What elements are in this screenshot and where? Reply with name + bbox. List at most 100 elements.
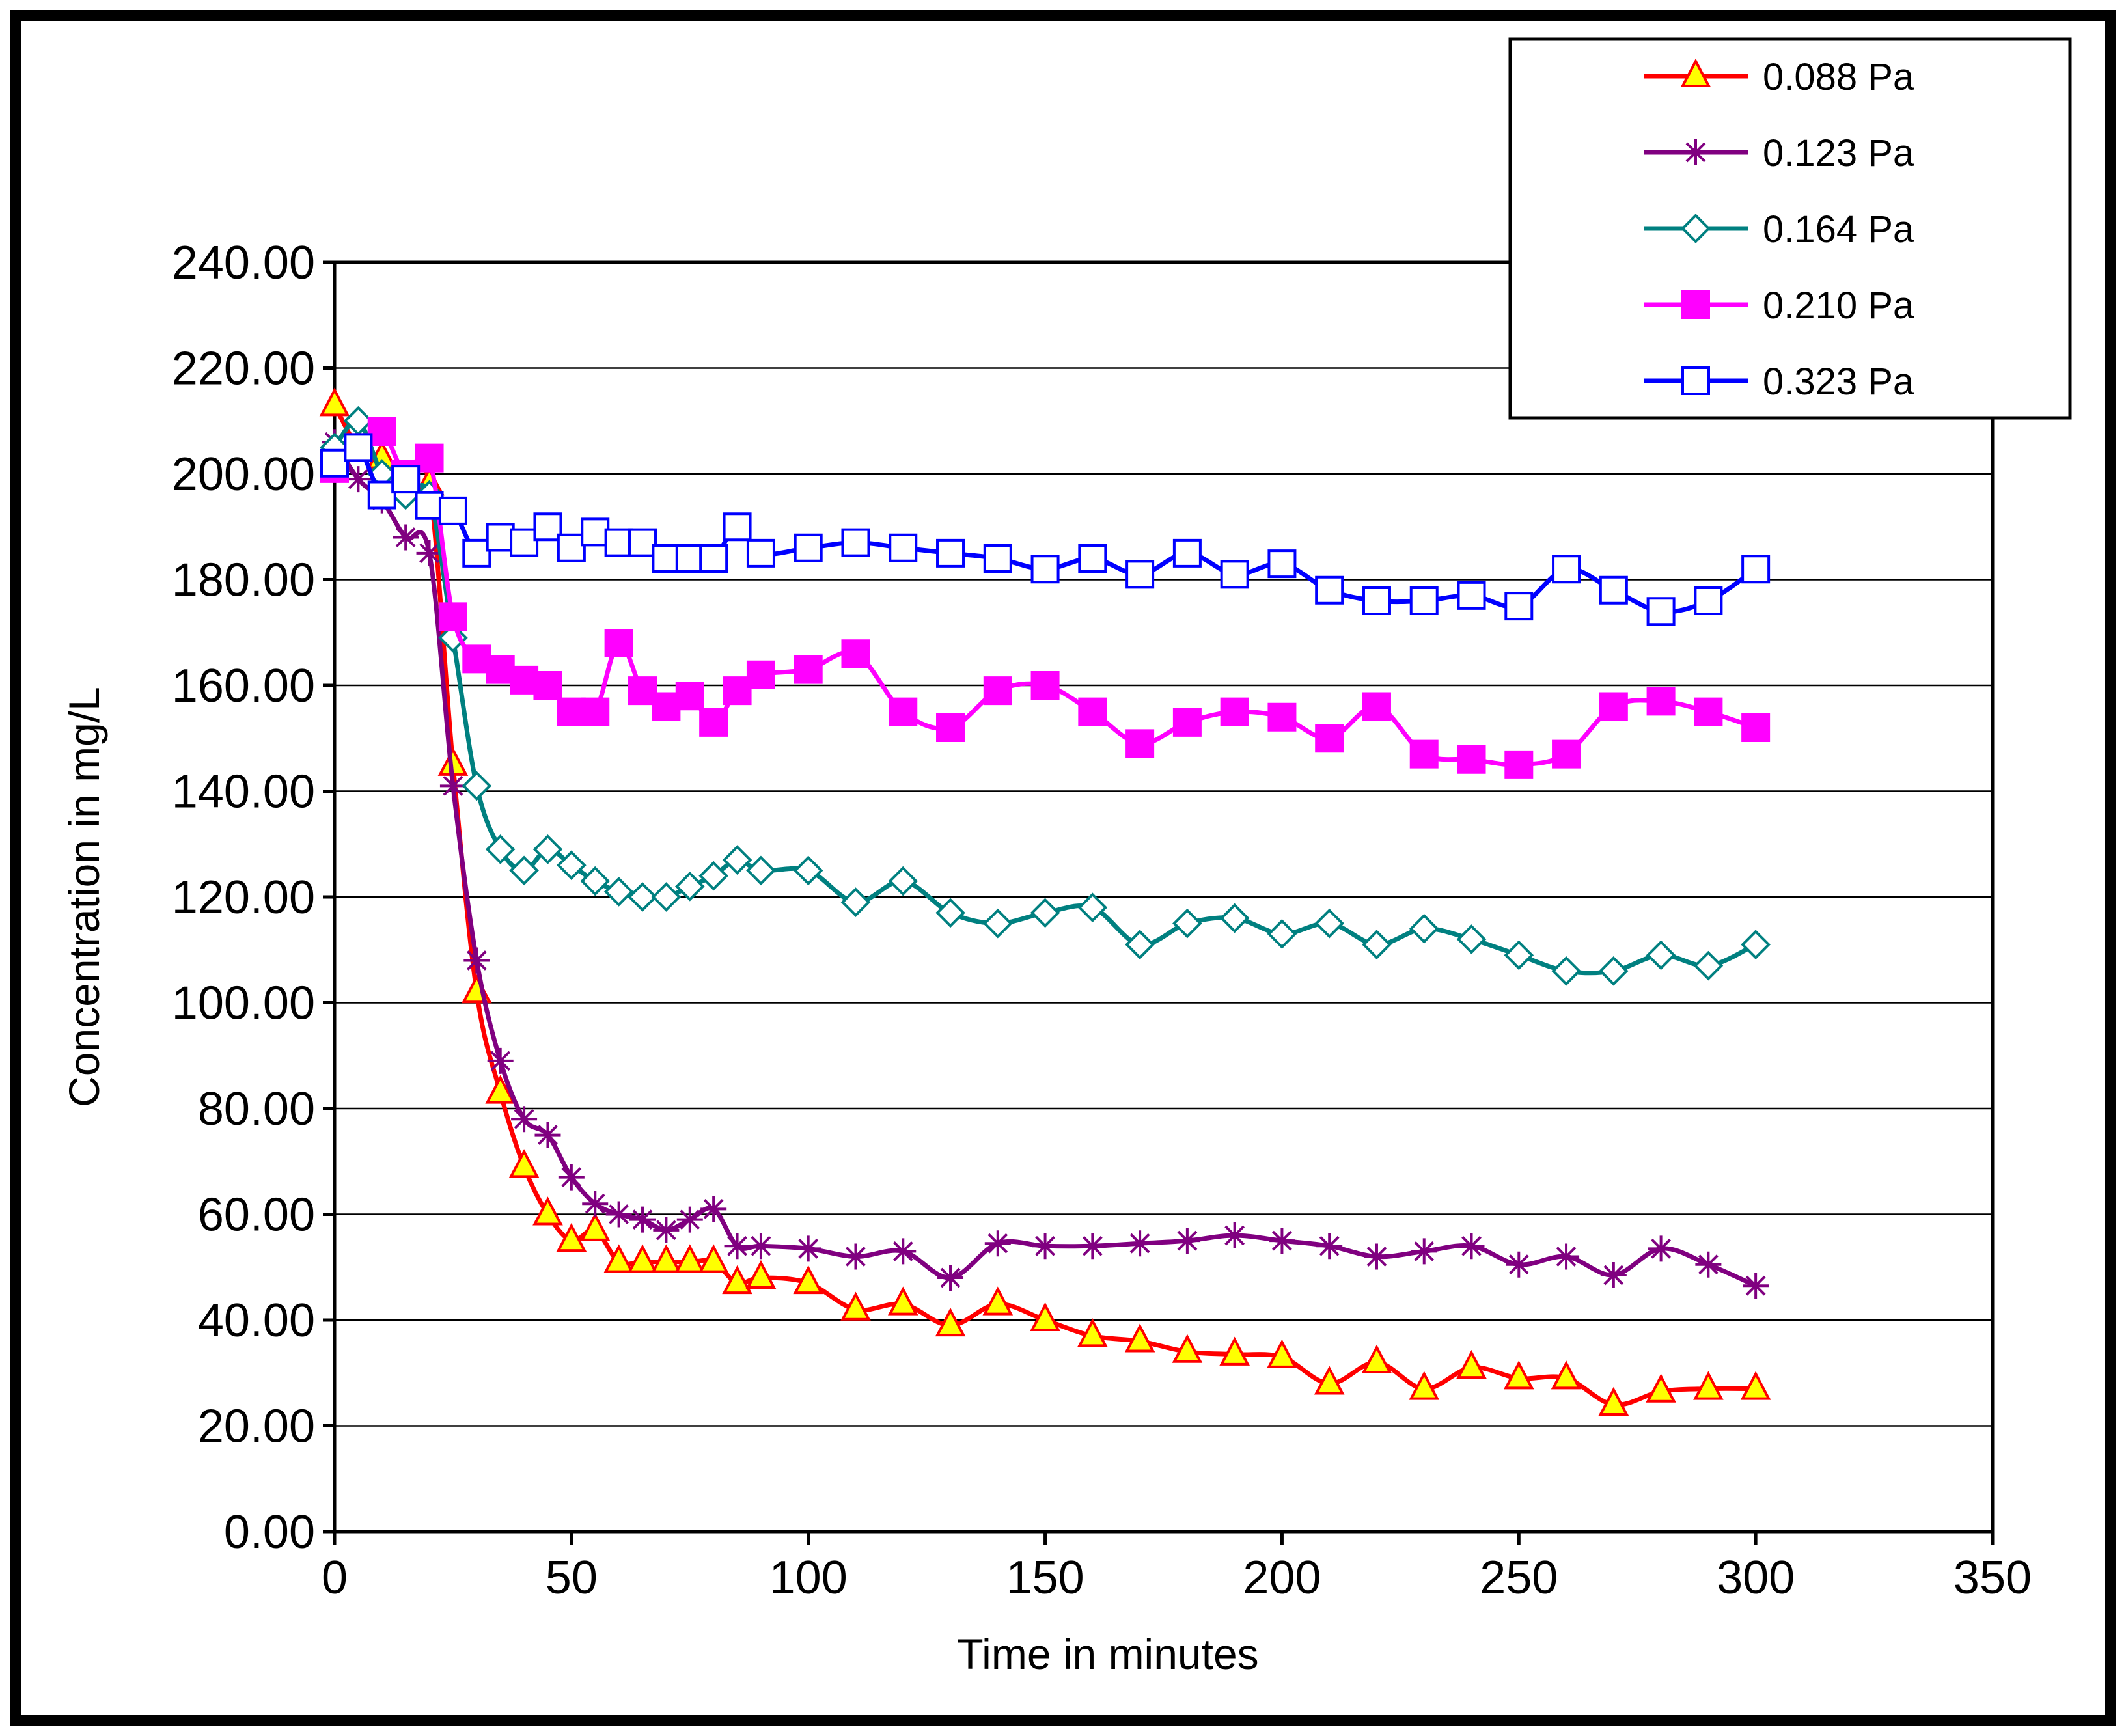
y-tick-label: 0.00 <box>224 1506 315 1558</box>
legend-box <box>1508 37 2072 420</box>
data-point-0-088-pa <box>1503 1360 1534 1390</box>
y-tick-label: 80.00 <box>198 1083 315 1135</box>
data-point-0-088-pa <box>1124 1323 1155 1353</box>
data-point-0-210-pa <box>1552 739 1581 769</box>
data-point-0-088-pa <box>1551 1360 1582 1390</box>
data-point-0-088-pa <box>840 1291 871 1321</box>
legend-item-0-323-pa: 0.323 Pa <box>1644 361 1914 403</box>
y-tick-label: 240.00 <box>172 237 315 289</box>
legend-marker-0-323-pa <box>1681 366 1710 395</box>
chart-outer-border <box>10 10 2116 1726</box>
data-point-0-088-pa <box>603 1244 634 1273</box>
y-tick-label: 100.00 <box>172 978 315 1030</box>
data-point-0-123-pa <box>1506 1251 1532 1278</box>
series-0-123-pa <box>322 429 1769 1299</box>
x-tick-label: 350 <box>1953 1552 2032 1604</box>
data-point-0-164-pa <box>532 834 563 864</box>
data-point-0-210-pa <box>746 660 775 689</box>
data-point-0-088-pa <box>674 1244 706 1273</box>
data-point-0-210-pa <box>1030 671 1060 700</box>
grid-lines <box>335 367 1993 1427</box>
data-point-0-210-pa <box>367 417 396 446</box>
data-point-0-164-pa <box>935 898 965 928</box>
data-point-0-323-pa <box>983 544 1012 573</box>
data-point-0-088-pa <box>1172 1334 1203 1363</box>
data-point-0-323-pa <box>438 496 467 525</box>
data-point-0-210-pa <box>1362 692 1391 721</box>
data-point-0-123-pa <box>463 947 490 974</box>
data-point-0-123-pa <box>393 524 419 551</box>
data-point-0-088-pa <box>1693 1371 1724 1400</box>
series-line-0-164-pa <box>333 418 1757 976</box>
data-point-0-323-pa <box>533 512 562 542</box>
data-point-0-088-pa <box>793 1265 824 1295</box>
legend-label-0-123-pa: 0.123 Pa <box>1763 132 1914 174</box>
data-point-0-123-pa <box>1363 1243 1390 1270</box>
data-point-0-123-pa <box>1411 1238 1437 1265</box>
data-point-0-323-pa <box>936 538 965 568</box>
y-tick-label: 140.00 <box>172 766 315 818</box>
data-point-0-088-pa <box>532 1196 563 1226</box>
data-point-0-323-pa <box>723 512 752 542</box>
data-point-0-123-pa <box>1458 1233 1485 1260</box>
y-tick-label: 40.00 <box>198 1295 315 1347</box>
data-point-0-164-pa <box>557 850 587 881</box>
data-point-0-123-pa <box>416 540 443 566</box>
data-point-0-088-pa <box>887 1286 918 1316</box>
data-point-0-123-pa <box>984 1230 1011 1257</box>
legend-marker-0-088-pa <box>1680 58 1711 87</box>
legend: 0.088 Pa 0.123 Pa 0.164 Pa 0.210 Pa 0.323 Pa <box>1508 37 2072 420</box>
data-point-0-088-pa <box>745 1260 777 1289</box>
data-point-0-210-pa <box>675 682 704 711</box>
data-point-0-323-pa <box>367 480 396 510</box>
data-point-0-323-pa <box>604 528 633 557</box>
data-point-0-164-pa <box>1409 913 1439 944</box>
legend-marker-0-123-pa <box>1683 139 1709 165</box>
series-0-323-pa <box>320 433 1771 626</box>
data-point-0-323-pa <box>1267 549 1297 579</box>
data-point-0-088-pa <box>1030 1302 1060 1331</box>
data-point-0-088-pa <box>1361 1344 1392 1373</box>
data-point-0-210-pa <box>462 644 491 674</box>
data-point-0-323-pa <box>1030 555 1060 584</box>
data-point-0-210-pa <box>1220 697 1249 726</box>
data-point-0-323-pa <box>1125 560 1155 589</box>
data-point-0-123-pa <box>1127 1230 1153 1257</box>
data-point-0-323-pa <box>675 544 704 573</box>
data-point-0-323-pa <box>1220 560 1249 589</box>
data-point-0-164-pa <box>982 908 1013 939</box>
x-tick-label: 150 <box>1006 1552 1084 1604</box>
y-tick-label: 60.00 <box>198 1189 315 1241</box>
data-point-0-210-pa <box>1741 713 1771 742</box>
x-tick-label: 0 <box>322 1552 348 1604</box>
x-tick-label: 300 <box>1717 1552 1795 1604</box>
data-point-0-323-pa <box>841 528 870 557</box>
data-point-0-323-pa <box>889 533 918 562</box>
data-point-0-323-pa <box>320 448 349 478</box>
legend-item-0-210-pa: 0.210 Pa <box>1644 284 1914 327</box>
data-point-0-088-pa <box>508 1149 540 1178</box>
data-point-0-164-pa <box>1125 930 1155 959</box>
data-point-0-164-pa <box>1504 940 1534 971</box>
data-point-0-210-pa <box>1694 697 1723 726</box>
data-point-0-323-pa <box>510 528 539 557</box>
legend-item-0-123-pa: 0.123 Pa <box>1644 132 1914 174</box>
data-point-0-164-pa <box>746 855 776 886</box>
data-point-0-323-pa <box>581 517 610 547</box>
data-point-0-164-pa <box>1077 892 1108 923</box>
data-point-0-164-pa <box>1267 919 1297 949</box>
data-point-0-323-pa <box>1504 592 1534 621</box>
data-point-0-123-pa <box>1174 1228 1200 1254</box>
data-point-0-210-pa <box>1125 729 1155 758</box>
data-point-0-088-pa <box>1646 1373 1676 1403</box>
data-point-0-123-pa <box>582 1191 609 1217</box>
data-point-0-210-pa <box>723 676 752 706</box>
data-point-0-164-pa <box>1362 930 1392 959</box>
data-point-0-123-pa <box>605 1201 632 1228</box>
x-tick-label: 250 <box>1480 1552 1558 1604</box>
data-point-0-210-pa <box>1457 745 1486 774</box>
data-point-0-123-pa <box>1553 1243 1580 1270</box>
legend-marker-0-164-pa <box>1681 214 1711 243</box>
data-point-0-123-pa <box>676 1206 703 1233</box>
